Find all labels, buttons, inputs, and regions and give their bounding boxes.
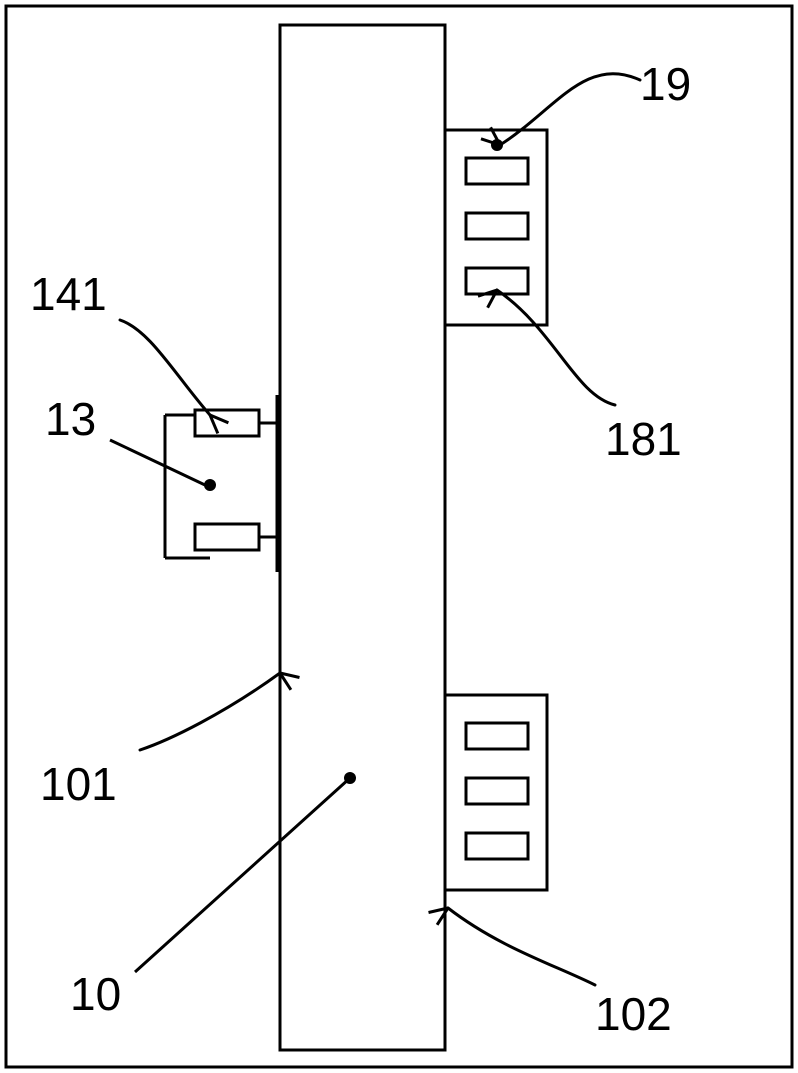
callout-label: 101 (40, 758, 117, 810)
callout-label: 141 (30, 268, 107, 320)
callout-label: 13 (45, 393, 96, 445)
left-slot (195, 524, 259, 550)
right-slot (466, 833, 528, 859)
callout-label: 19 (640, 58, 691, 110)
right-slot (466, 158, 528, 184)
right-slot (466, 778, 528, 804)
callout-label: 181 (605, 413, 682, 465)
diagram-canvas: 19 181 141 13 101 10 102 (0, 0, 798, 1073)
right-slot (466, 213, 528, 239)
right-slot (466, 723, 528, 749)
callout-label: 102 (595, 988, 672, 1040)
main-body (280, 25, 445, 1050)
outer-frame (6, 6, 792, 1067)
callout-label: 10 (70, 968, 121, 1020)
